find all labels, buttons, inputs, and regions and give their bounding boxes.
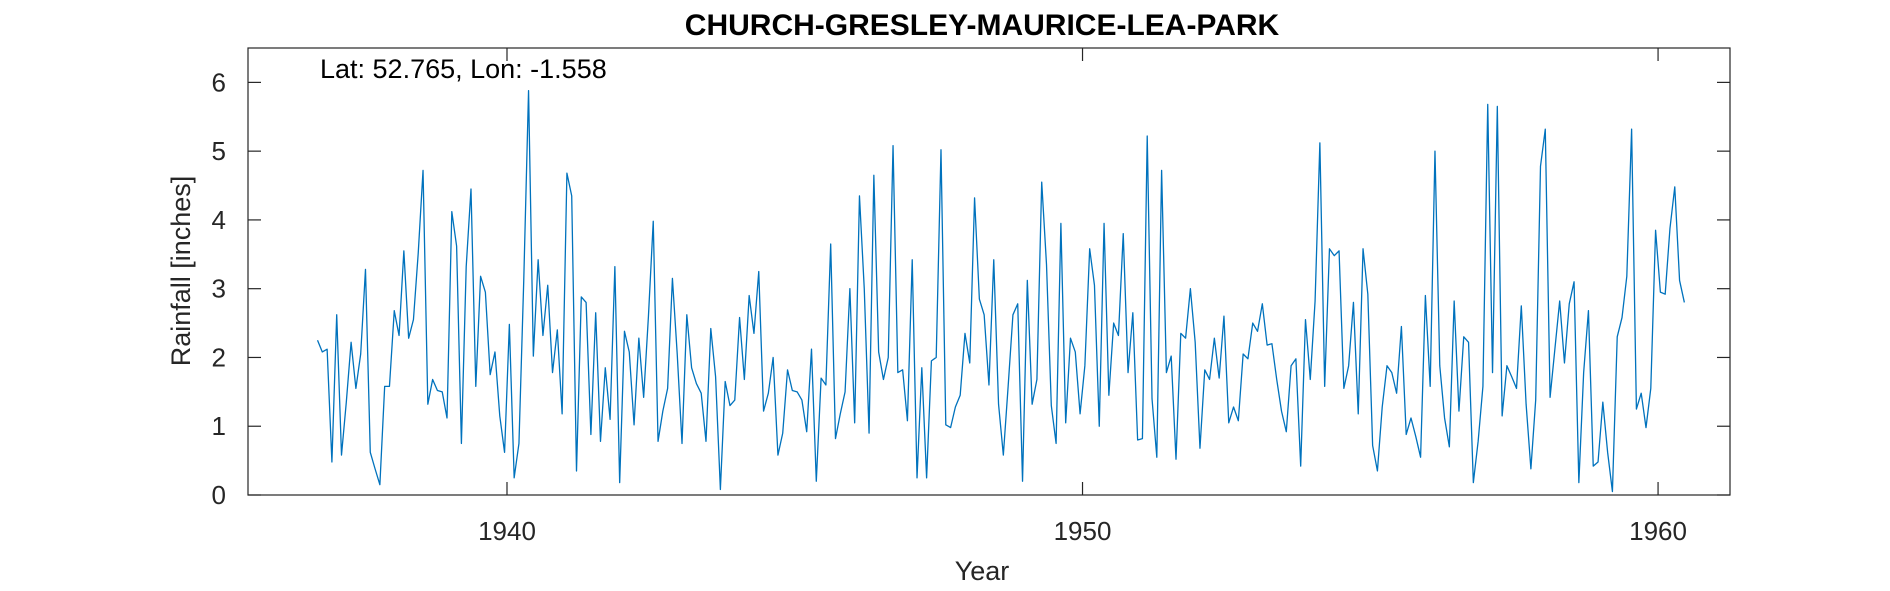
plot-area	[247, 47, 1731, 496]
x-tick-label: 1940	[478, 516, 536, 546]
x-axis-label: Year	[955, 556, 1010, 586]
x-tick-labels: 1940 1950 1960	[478, 516, 1687, 546]
axis-ticks	[248, 48, 1730, 496]
chart-title: CHURCH-GRESLEY-MAURICE-LEA-PARK	[685, 9, 1280, 42]
y-tick-label: 2	[212, 342, 226, 372]
location-annotation: Lat: 52.765, Lon: -1.558	[320, 54, 607, 84]
y-tick-label: 1	[212, 411, 226, 441]
rainfall-series-line	[316, 89, 1685, 493]
y-tick-label: 3	[212, 274, 226, 304]
y-tick-label: 5	[212, 136, 226, 166]
y-tick-labels: 0 1 2 3 4 5 6	[212, 67, 226, 510]
x-tick-label: 1950	[1054, 516, 1112, 546]
y-tick-label: 6	[212, 67, 226, 97]
x-tick-label: 1960	[1629, 516, 1687, 546]
y-axis-label: Rainfall [inches]	[166, 176, 196, 367]
y-tick-label: 0	[212, 480, 226, 510]
y-tick-label: 4	[212, 205, 226, 235]
